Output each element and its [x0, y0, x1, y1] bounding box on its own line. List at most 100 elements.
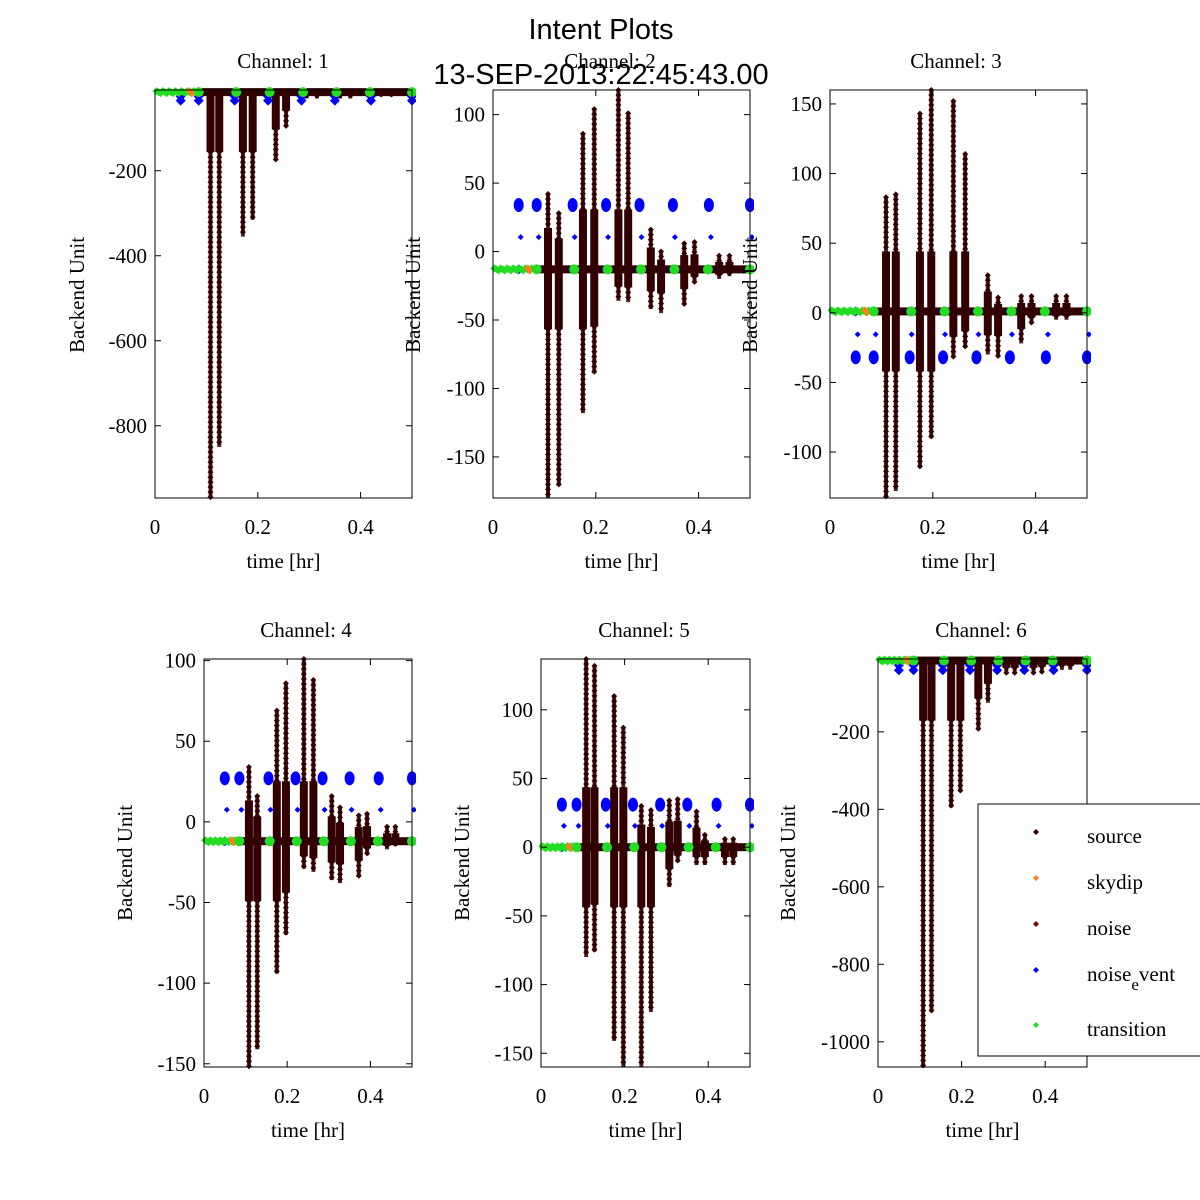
axes-frame	[154, 89, 413, 499]
noise-event-point	[294, 806, 301, 813]
y-tick-label: -150	[447, 445, 486, 469]
source-spike	[983, 272, 992, 355]
legend-marker	[1033, 967, 1039, 973]
source-spike-line	[675, 799, 680, 863]
source-spike-line	[385, 826, 390, 850]
source-spike-line	[338, 807, 343, 884]
noise-event-point	[377, 806, 384, 813]
source-spike-line	[208, 92, 213, 498]
transition-point	[966, 655, 977, 666]
transition-point	[868, 306, 879, 317]
source-spike	[1057, 660, 1066, 670]
noise-event-cluster	[263, 771, 274, 786]
noise-event-cluster	[600, 797, 611, 812]
legend-item-skydip: skydip	[1033, 870, 1143, 894]
source-spike-line	[580, 133, 585, 414]
source-spike	[387, 91, 396, 98]
transition-point	[973, 306, 984, 317]
x-tick-label: 0.2	[245, 515, 271, 539]
y-tick-label: -200	[832, 720, 871, 744]
subplot-channel-6: 0 0.2 0.4 -200 -400 -600 -800 -1000 Channel: 6 ti…	[776, 618, 1091, 1142]
source-spike	[336, 804, 345, 884]
source-spike-line	[314, 92, 319, 99]
source-spike-line	[1012, 660, 1017, 674]
source-spike	[1066, 660, 1075, 670]
source-spike-line	[985, 275, 990, 355]
x-tick-label: 0.4	[695, 1084, 722, 1108]
x-tick-label: 0.4	[357, 1084, 384, 1108]
transition-point	[569, 264, 580, 275]
y-tick-label: -100	[158, 971, 197, 995]
source-spike-line	[621, 727, 626, 1067]
source-spike-line	[692, 241, 697, 284]
noise-event-cluster	[682, 797, 693, 812]
source-spike	[282, 92, 291, 129]
axes-frame	[829, 89, 1088, 499]
x-axis-label: time [hr]	[945, 1118, 1019, 1142]
source-spike-line	[545, 194, 550, 498]
source-spike	[690, 238, 699, 285]
transition-point	[298, 87, 309, 98]
source-spike-line	[996, 297, 1001, 356]
transition-point	[364, 87, 375, 98]
source-spike-line	[731, 838, 736, 866]
noise-event-point	[686, 822, 693, 829]
y-tick-label: -150	[495, 1041, 534, 1065]
source-spike-line	[985, 660, 990, 703]
source-spike	[248, 92, 257, 221]
source-spike	[657, 248, 666, 314]
noise-event-point	[175, 95, 186, 106]
source-spike-line	[694, 811, 699, 866]
source-spike	[637, 802, 646, 1067]
noise-event-point	[715, 822, 722, 829]
noise-event-cluster	[667, 198, 678, 213]
source-spike	[1010, 660, 1019, 676]
noise-event-point	[975, 331, 982, 338]
figure-title: Intent Plots	[528, 14, 673, 46]
y-tick-label: 50	[512, 767, 533, 791]
legend-label: source	[1087, 824, 1142, 848]
legend-label: noise	[1087, 916, 1131, 940]
plot-area	[490, 87, 754, 498]
source-spike-line	[612, 696, 617, 1041]
noise-event-point	[908, 665, 919, 676]
source-spike	[919, 660, 928, 1069]
source-spike	[725, 252, 734, 277]
transition-point	[702, 264, 713, 275]
legend-item-transition: transition	[1033, 1017, 1167, 1041]
noise-event-point	[575, 822, 582, 829]
plot-area	[538, 656, 754, 1067]
source-spike-line	[273, 92, 278, 161]
source-spike-line	[348, 92, 353, 99]
source-spike-line	[246, 767, 251, 1067]
y-axis-label: Backend Unit	[113, 805, 137, 921]
x-axis-label: time [hr]	[921, 549, 995, 573]
axes-frame	[492, 89, 751, 499]
transition-point	[602, 264, 613, 275]
source-spike	[994, 294, 1003, 359]
source-spike-line	[963, 154, 968, 348]
transition-point	[318, 836, 329, 847]
legend-label-tail: vent	[1139, 962, 1175, 986]
legend-item-source: source	[1033, 824, 1142, 848]
y-tick-label: 100	[165, 649, 197, 673]
source-spike	[882, 194, 891, 500]
source-spike-line	[283, 683, 288, 935]
subplot-title: Channel: 1	[237, 49, 329, 73]
y-tick-label: 100	[791, 162, 823, 186]
y-tick-label: 50	[801, 231, 822, 255]
noise-event-cluster	[971, 350, 982, 365]
source-spike-line	[667, 800, 672, 888]
transition-point	[264, 836, 275, 847]
y-tick-label: 150	[791, 92, 823, 116]
noise-event-point	[631, 822, 638, 829]
noise-event-point	[604, 822, 611, 829]
source-spike-line	[584, 659, 589, 958]
source-spike-line	[240, 92, 245, 237]
source-spike	[272, 707, 281, 975]
y-axis-label: Backend Unit	[450, 805, 474, 921]
y-tick-label: 50	[464, 171, 485, 195]
noise-event-cluster	[938, 350, 949, 365]
y-tick-label: -600	[832, 875, 871, 899]
